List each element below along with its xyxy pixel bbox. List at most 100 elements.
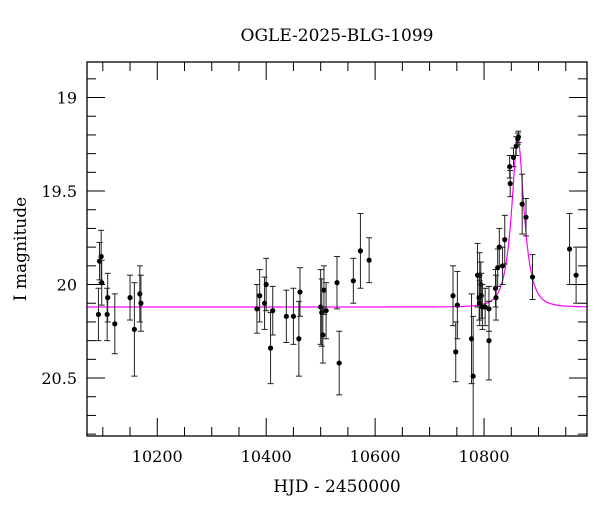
point-marker	[290, 313, 297, 319]
point-marker	[138, 300, 144, 306]
data-point	[319, 306, 326, 364]
point-marker	[496, 244, 502, 250]
point-marker	[519, 201, 525, 207]
point-marker	[492, 285, 499, 291]
point-marker	[493, 295, 499, 301]
y-axis-label: I magnitude	[11, 197, 31, 301]
data-point	[515, 130, 522, 143]
point-marker	[510, 154, 517, 160]
data-point	[104, 272, 111, 323]
point-marker	[296, 336, 302, 342]
y-tick-label: 20	[57, 276, 77, 295]
y-tick-label: 20.5	[41, 369, 77, 388]
data-point	[334, 255, 340, 310]
data-point	[485, 300, 492, 381]
data-point	[522, 198, 529, 237]
point-marker	[502, 237, 508, 243]
point-marker	[131, 326, 137, 333]
data-point	[256, 269, 263, 323]
plot-frame	[86, 61, 588, 437]
data-point	[336, 330, 343, 396]
data-point	[98, 259, 105, 306]
point-marker	[283, 313, 289, 319]
point-marker	[99, 280, 105, 286]
point-marker	[454, 302, 460, 308]
data-point	[454, 270, 461, 340]
point-marker	[470, 373, 476, 379]
data-point	[290, 287, 297, 345]
point-marker	[357, 248, 364, 254]
point-marker	[486, 338, 492, 344]
point-marker	[323, 308, 329, 314]
chart-title: OGLE-2025-BLG-1099	[241, 26, 434, 46]
axis-ticks	[87, 62, 587, 436]
point-marker	[450, 293, 456, 299]
point-marker	[127, 295, 133, 301]
data-point	[283, 289, 290, 343]
data-point	[296, 267, 303, 317]
y-tick-label: 19.5	[41, 182, 77, 201]
point-marker	[270, 308, 276, 314]
point-marker	[513, 143, 519, 149]
x-axis-label: HJD - 2450000	[273, 477, 401, 497]
data-point	[127, 274, 134, 321]
data-point	[494, 248, 501, 287]
point-marker	[112, 321, 118, 327]
data-points-group	[95, 130, 580, 437]
point-marker	[336, 360, 342, 366]
data-point	[295, 300, 302, 377]
point-marker	[321, 287, 327, 293]
point-marker	[95, 311, 102, 318]
data-point	[269, 285, 276, 336]
y-tick-label: 19	[57, 89, 77, 108]
x-tick-label: 10400	[241, 447, 292, 466]
point-marker	[566, 246, 573, 252]
point-marker	[137, 291, 143, 297]
point-marker	[573, 272, 579, 278]
data-point	[366, 237, 373, 284]
data-point	[136, 265, 143, 323]
point-marker	[257, 293, 263, 299]
point-marker	[366, 257, 372, 263]
data-point	[350, 257, 357, 304]
point-marker	[495, 265, 501, 271]
point-marker	[499, 263, 506, 269]
point-marker	[267, 345, 274, 351]
data-point	[253, 284, 260, 334]
data-point	[95, 287, 102, 342]
data-point	[507, 169, 514, 198]
point-marker	[350, 278, 356, 284]
tick-labels: 10200 10400 10600 10800 19 19.5 20 20.5	[41, 89, 509, 466]
data-point	[323, 282, 330, 340]
point-marker	[523, 214, 529, 220]
data-point	[137, 274, 144, 332]
data-point	[566, 212, 573, 286]
data-point	[450, 265, 457, 327]
point-marker	[104, 311, 110, 318]
data-point	[96, 241, 103, 281]
x-tick-label: 10800	[459, 447, 510, 466]
point-marker	[320, 332, 326, 338]
data-point	[499, 246, 506, 286]
data-point	[519, 173, 526, 235]
point-marker	[263, 281, 269, 288]
data-point	[506, 155, 513, 179]
data-point	[496, 227, 503, 267]
point-marker	[515, 134, 521, 140]
point-marker	[507, 164, 513, 170]
point-marker	[334, 280, 340, 286]
point-marker	[297, 289, 303, 295]
data-point	[267, 312, 274, 385]
data-point	[111, 293, 118, 355]
point-marker	[254, 306, 260, 312]
data-point	[470, 315, 477, 437]
point-marker	[453, 349, 459, 355]
data-point	[529, 254, 536, 300]
point-marker	[478, 293, 484, 299]
point-marker	[529, 274, 536, 280]
data-point	[501, 214, 508, 265]
point-marker	[507, 180, 513, 187]
data-point	[357, 212, 364, 289]
data-point	[263, 257, 270, 312]
